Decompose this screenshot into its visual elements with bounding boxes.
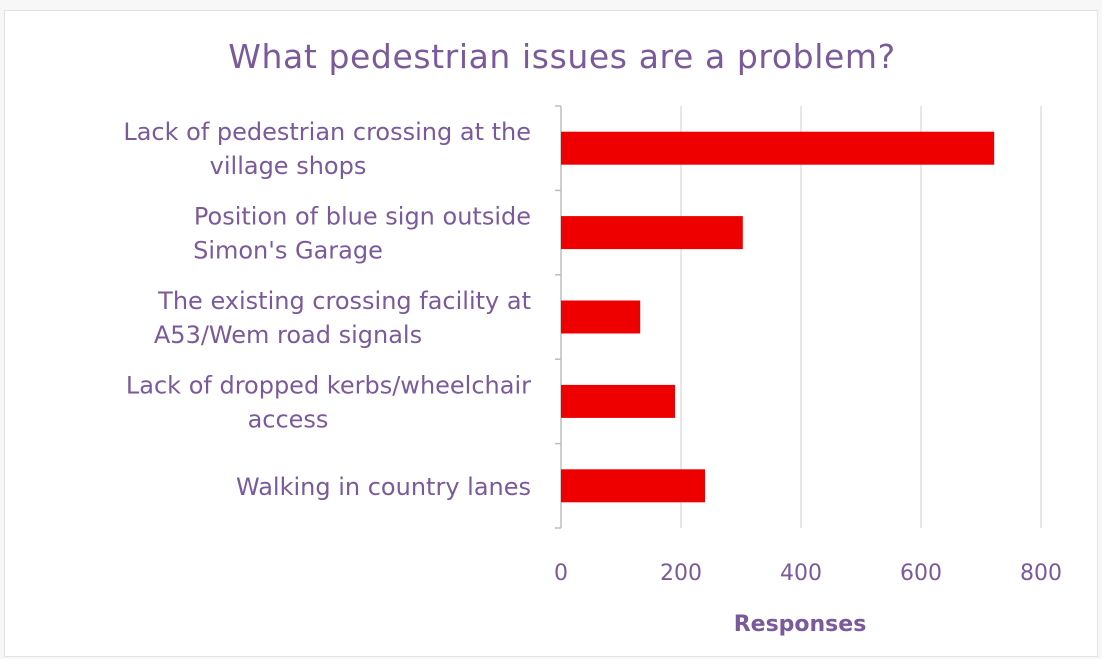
bar [561,216,743,250]
category-label: Lack of dropped kerbs/wheelchair [126,371,531,399]
x-axis-label: Responses [734,612,867,637]
bar [561,469,705,503]
category-axis [555,105,562,529]
category-label: Lack of pedestrian crossing at the [123,118,531,146]
category-label: The existing crossing facility at [157,287,531,315]
category-label: A53/Wem road signals [154,321,422,349]
x-tick-labels: 0 200 400 600 800 [554,561,1062,586]
gridlines [680,106,1042,528]
bar [561,300,641,334]
x-tick-label: 800 [1020,561,1062,586]
chart-frame [4,10,1098,657]
bar [561,131,995,165]
category-labels: Lack of pedestrian crossing at the villag… [123,118,531,501]
category-label: village shops [210,152,367,180]
x-tick-label: 400 [780,561,822,586]
category-label: Simon's Garage [193,237,383,265]
category-label: access [248,405,329,433]
bar [561,384,675,418]
x-tick-label: 0 [554,561,568,586]
category-label: Position of blue sign outside [194,203,531,231]
chart-title: What pedestrian issues are a problem? [228,37,895,76]
bars [561,131,995,503]
x-tick-label: 200 [660,561,702,586]
x-tick-label: 600 [900,561,942,586]
category-label: Walking in country lanes [236,473,531,501]
